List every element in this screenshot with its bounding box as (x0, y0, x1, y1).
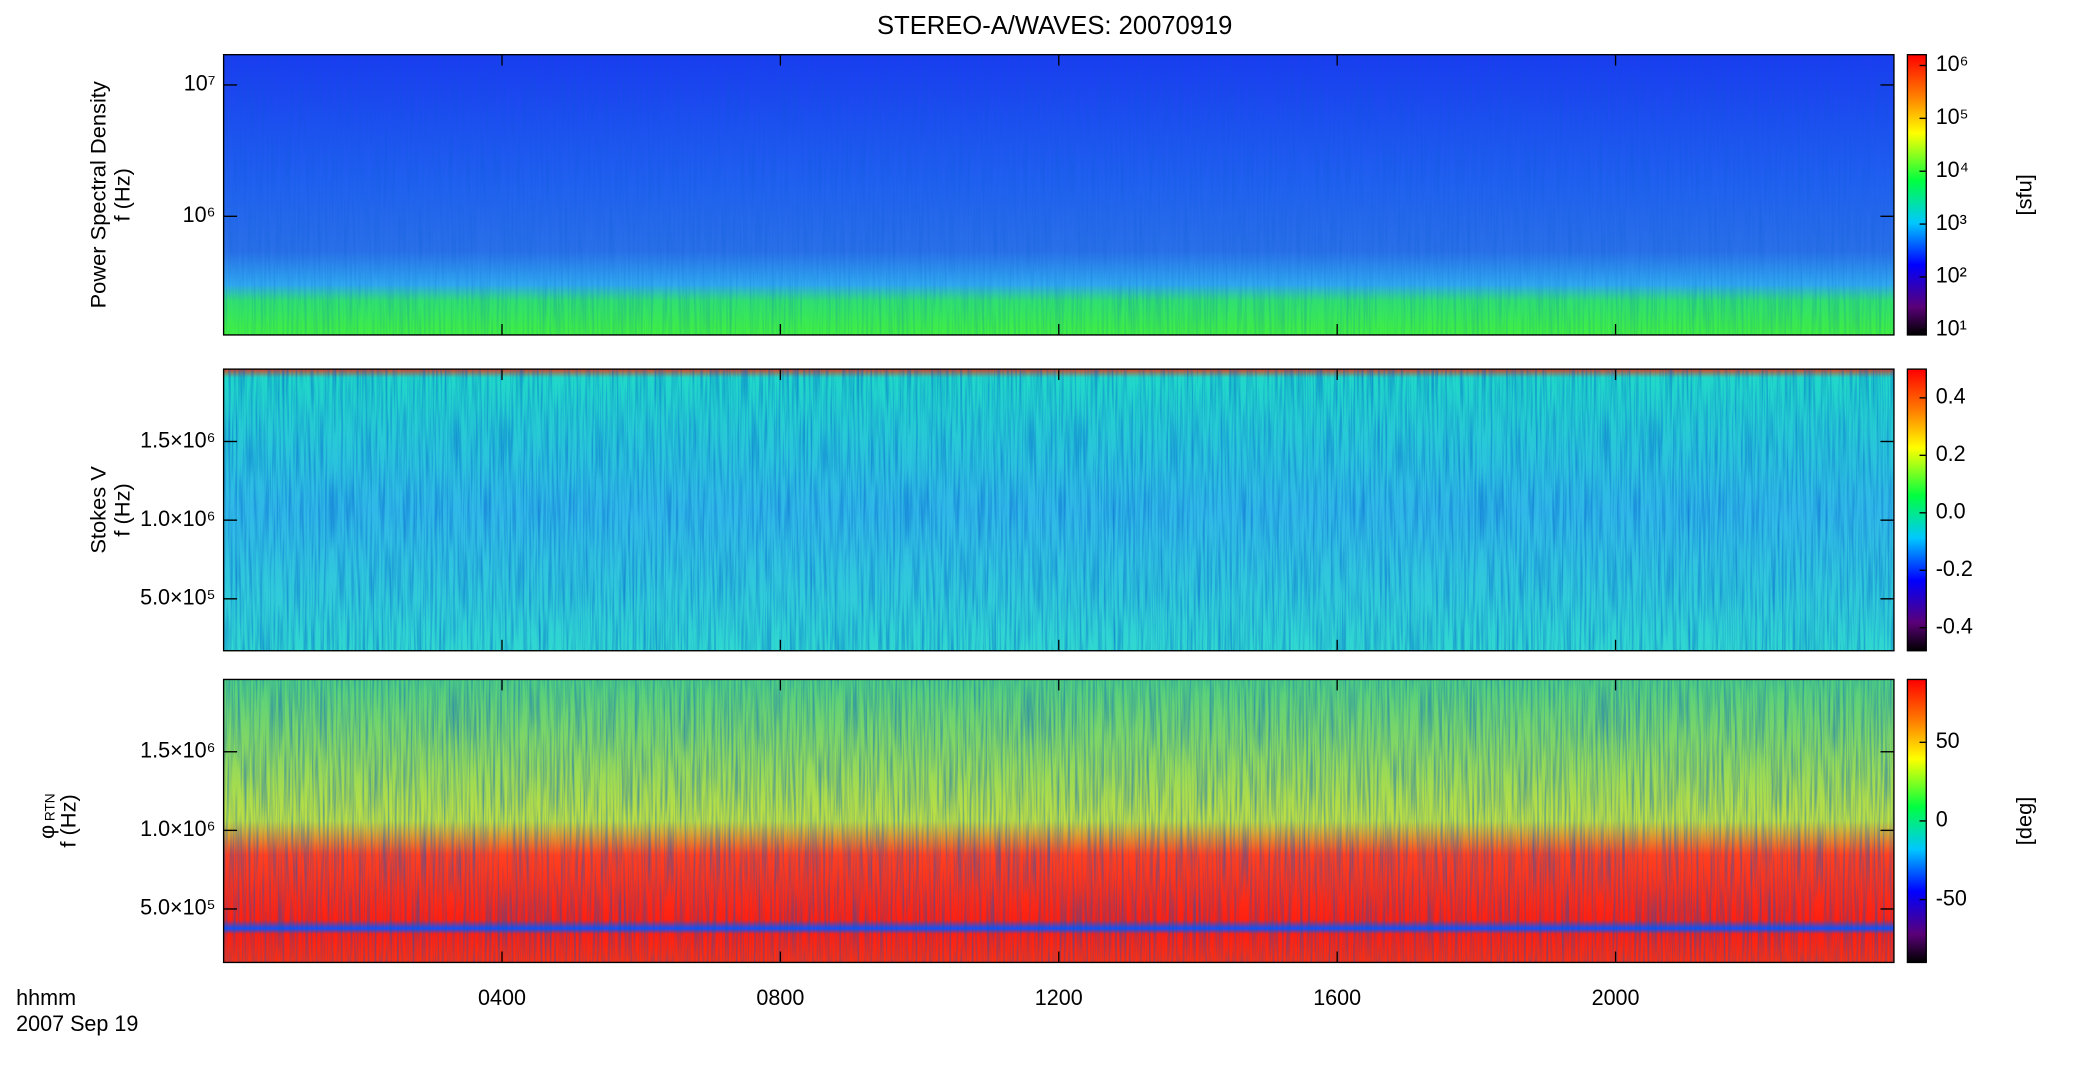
y-axis-label: Power Spectral Density (86, 81, 111, 308)
colorbar-tick-label: 0.0 (1936, 498, 1966, 523)
y-axis-subscript: RTN (43, 793, 58, 821)
colorbar-tick-label: 10¹ (1936, 315, 1967, 340)
title: STEREO-A/WAVES: 20070919 (877, 12, 1232, 40)
colorbar-tick-label: 10² (1936, 263, 1967, 288)
colorbar-tick-label: -0.2 (1936, 556, 1973, 581)
y-axis-label: f (Hz) (56, 794, 81, 847)
colorbar (1906, 368, 1927, 652)
date-label: 2007 Sep 19 (16, 1011, 138, 1036)
y-axis-label: f (Hz) (110, 168, 135, 221)
colorbar-tick-label: 0 (1936, 807, 1948, 832)
y-tick-label: 5.0×10⁵ (140, 895, 215, 920)
y-tick-label: 1.5×10⁶ (140, 427, 215, 452)
y-tick-label: 10⁷ (184, 71, 216, 96)
colorbar-tick-label: 10⁶ (1936, 51, 1969, 76)
x-tick-label: 2000 (1592, 985, 1640, 1010)
colorbar-tick-label: -50 (1936, 885, 1967, 910)
colorbar-label: [deg] (2012, 797, 2037, 846)
spectrogram-texture (223, 369, 1894, 651)
colorbar-tick-label: -0.4 (1936, 613, 1973, 638)
y-axis-label: f (Hz) (110, 483, 135, 536)
spectrogram-texture (223, 54, 1894, 335)
colorbar-tick-label: 0.4 (1936, 383, 1966, 408)
colorbar-tick-label: 10⁴ (1936, 157, 1969, 182)
y-axis-symbol: φ (34, 825, 59, 839)
colorbar-tick-label: 0.2 (1936, 441, 1966, 466)
colorbar-tick-label: 10⁵ (1936, 104, 1969, 129)
x-tick-label: 1200 (1035, 985, 1083, 1010)
y-tick-label: 10⁶ (183, 202, 216, 227)
x-tick-label: 0800 (756, 985, 804, 1010)
colorbar (1906, 54, 1927, 336)
spectrogram-texture (223, 679, 1894, 963)
y-tick-label: 5.0×10⁵ (140, 584, 215, 609)
x-tick-label: 1600 (1313, 985, 1361, 1010)
colorbar-tick-label: 50 (1936, 728, 1960, 753)
colorbar-label: [sfu] (2012, 174, 2037, 215)
y-axis-label: Stokes V (86, 466, 111, 554)
y-tick-label: 1.0×10⁶ (140, 506, 215, 531)
y-tick-label: 1.5×10⁶ (140, 737, 215, 762)
y-tick-label: 1.0×10⁶ (140, 816, 215, 841)
x-axis-label: hhmm (16, 985, 76, 1010)
x-tick-label: 0400 (478, 985, 526, 1010)
colorbar-tick-label: 10³ (1936, 210, 1967, 235)
